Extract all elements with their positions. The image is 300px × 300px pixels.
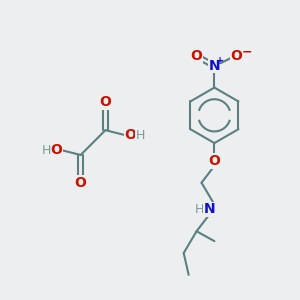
Text: H: H xyxy=(41,143,51,157)
Text: N: N xyxy=(204,202,215,216)
Text: O: O xyxy=(124,128,136,142)
Text: O: O xyxy=(50,143,62,157)
Text: N: N xyxy=(208,59,220,73)
Text: H: H xyxy=(195,203,204,216)
Text: O: O xyxy=(100,95,111,110)
Text: H: H xyxy=(135,129,145,142)
Text: O: O xyxy=(75,176,87,190)
Text: O: O xyxy=(190,49,202,63)
Text: O: O xyxy=(230,49,242,63)
Text: O: O xyxy=(208,154,220,168)
Text: −: − xyxy=(242,45,252,58)
Text: +: + xyxy=(216,56,224,66)
